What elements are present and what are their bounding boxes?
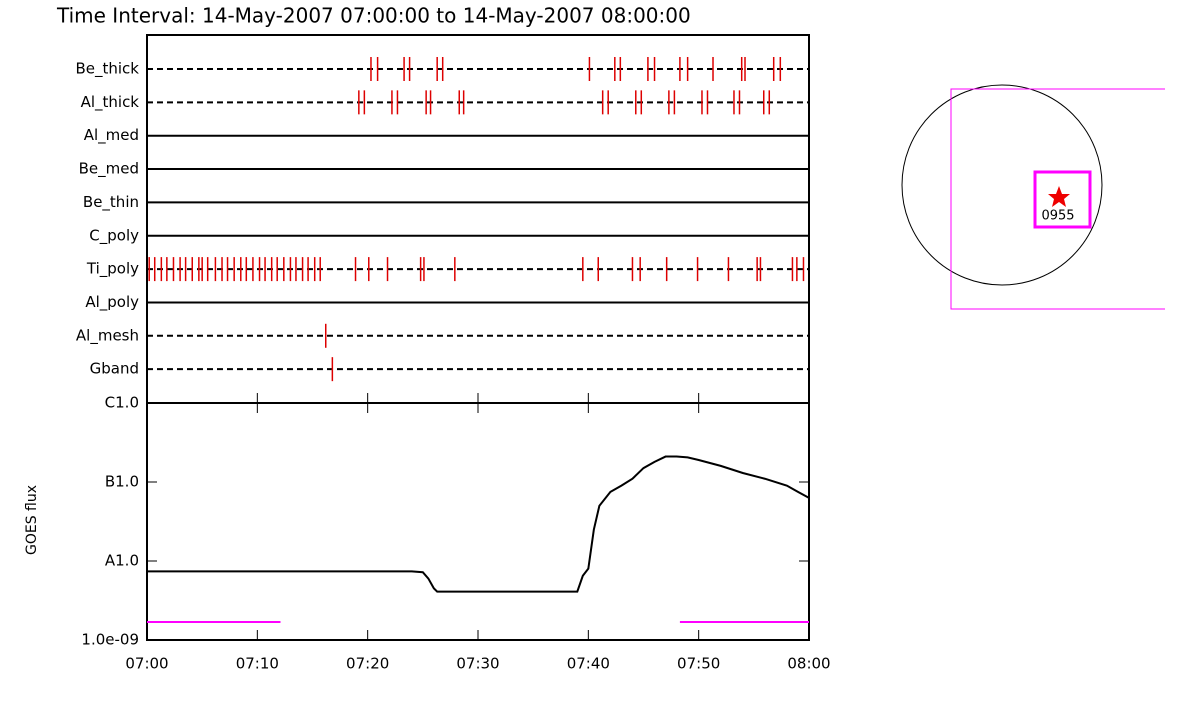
- x-tick-label: 07:10: [236, 655, 279, 673]
- sun-disk: [901, 84, 1103, 286]
- row-label: Be_thin: [83, 193, 139, 212]
- y-tick-label: 1.0e-09: [81, 631, 139, 649]
- pointing-box: [1033, 170, 1092, 229]
- y-tick-label: C1.0: [105, 394, 139, 412]
- chart-title: Time Interval: 14-May-2007 07:00:00 to 1…: [56, 4, 691, 28]
- x-tick-label: 07:30: [456, 655, 499, 673]
- x-tick-label: 07:40: [567, 655, 610, 673]
- timeline-frame: [146, 34, 810, 404]
- y-tick-label: B1.0: [105, 473, 139, 491]
- goes-line: [147, 455, 810, 593]
- row-label: Be_med: [79, 160, 139, 179]
- fov-box: [950, 88, 1165, 310]
- x-tick-label: 07:20: [346, 655, 389, 673]
- row-label: Be_thick: [75, 60, 139, 79]
- x-tick-label: 08:00: [787, 655, 830, 673]
- row-label: C_poly: [89, 226, 139, 245]
- row-label: Al_med: [84, 126, 139, 145]
- row-label: Al_mesh: [76, 326, 139, 345]
- row-label: Al_thick: [81, 93, 140, 112]
- y-tick-label: A1.0: [105, 552, 139, 570]
- x-tick-label: 07:00: [125, 655, 168, 673]
- row-label: Al_poly: [85, 293, 139, 312]
- pointing-star: [1048, 186, 1070, 207]
- row-label: Ti_poly: [86, 260, 139, 279]
- y-axis-label: GOES flux: [24, 485, 40, 555]
- x-tick-label: 07:50: [677, 655, 720, 673]
- goes-frame: [146, 402, 810, 641]
- row-label: Gband: [90, 360, 139, 378]
- pointing-label: 0955: [1041, 209, 1074, 224]
